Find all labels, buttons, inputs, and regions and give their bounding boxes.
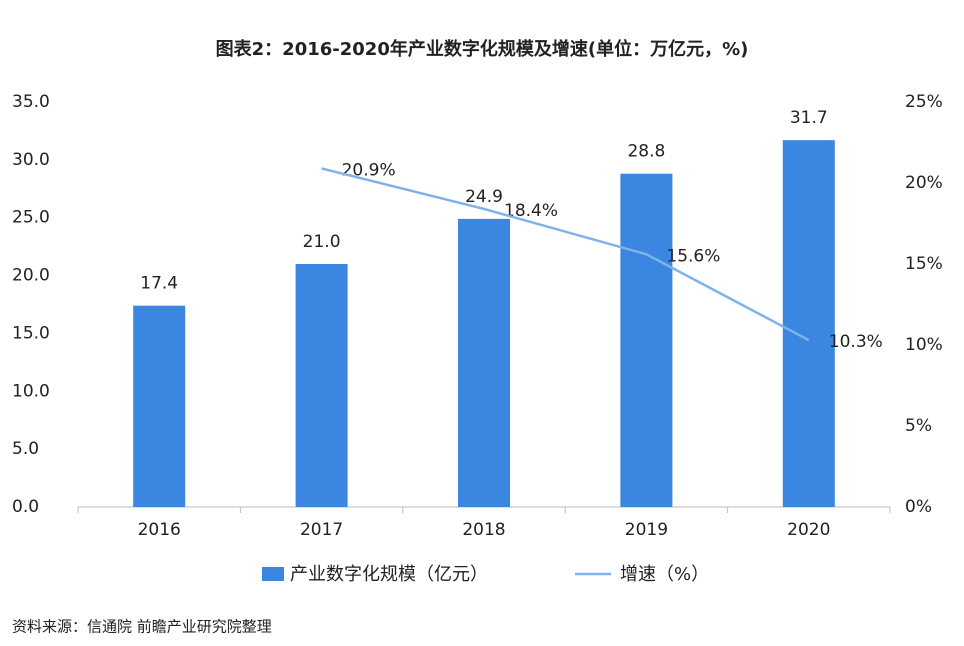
legend-label: 增速（%） xyxy=(620,564,709,585)
y-tick-label: 5.0 xyxy=(12,439,39,459)
y2-tick-label: 5% xyxy=(905,416,932,436)
bar-value-label: 31.7 xyxy=(790,108,828,128)
y2-tick-label: 20% xyxy=(905,173,943,193)
y2-tick-label: 25% xyxy=(905,92,943,112)
x-tick-label: 2019 xyxy=(625,520,668,540)
chart-title: 图表2：2016-2020年产业数字化规模及增速(单位：万亿元，%) xyxy=(216,38,749,60)
legend-swatch xyxy=(262,567,284,581)
bar xyxy=(782,140,835,507)
bar xyxy=(133,305,186,507)
x-tick-label: 2016 xyxy=(138,520,181,540)
x-tick-label: 2020 xyxy=(787,520,830,540)
bar-value-label: 21.0 xyxy=(303,232,341,252)
x-tick-label: 2018 xyxy=(462,520,505,540)
y-tick-label: 35.0 xyxy=(12,92,50,112)
y2-tick-label: 15% xyxy=(905,254,943,274)
bar-value-label: 28.8 xyxy=(627,142,665,162)
source-note: 资料来源：信通院 前瞻产业研究院整理 xyxy=(12,618,272,636)
line-value-label: 10.3% xyxy=(829,332,883,352)
y-tick-label: 10.0 xyxy=(12,381,50,401)
bar xyxy=(620,173,673,507)
y2-tick-label: 10% xyxy=(905,335,943,355)
y-tick-label: 0.0 xyxy=(12,497,39,517)
y-tick-label: 20.0 xyxy=(12,266,50,286)
y-tick-label: 25.0 xyxy=(12,208,50,228)
legend-label: 产业数字化规模（亿元） xyxy=(290,564,488,585)
x-tick-label: 2017 xyxy=(300,520,343,540)
line-value-label: 18.4% xyxy=(504,201,558,221)
y2-tick-label: 0% xyxy=(905,497,932,517)
bar-value-label: 24.9 xyxy=(465,187,503,207)
line-value-label: 15.6% xyxy=(666,246,720,266)
bar-value-label: 17.4 xyxy=(140,274,178,294)
bar xyxy=(458,218,510,507)
line xyxy=(321,167,810,342)
y-tick-label: 30.0 xyxy=(12,150,50,170)
y-tick-label: 15.0 xyxy=(12,323,50,343)
bar xyxy=(295,264,348,507)
line-value-label: 20.9% xyxy=(342,160,396,180)
